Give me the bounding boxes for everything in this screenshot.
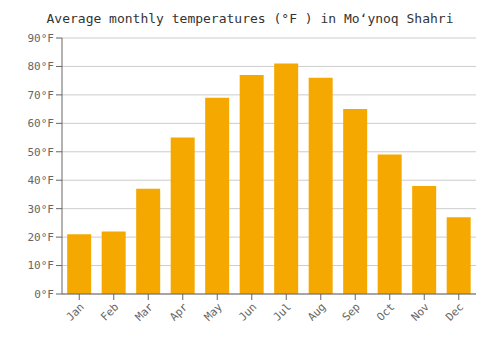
svg-text:40°F: 40°F	[28, 174, 55, 187]
svg-text:Nov: Nov	[409, 300, 433, 324]
svg-text:Apr: Apr	[167, 300, 191, 324]
svg-text:May: May	[202, 300, 226, 324]
svg-text:0°F: 0°F	[34, 288, 54, 301]
svg-text:90°F: 90°F	[28, 32, 55, 45]
svg-text:80°F: 80°F	[28, 60, 55, 73]
svg-text:Jan: Jan	[64, 300, 87, 323]
svg-text:Jun: Jun	[236, 300, 259, 323]
svg-text:10°F: 10°F	[28, 259, 55, 272]
svg-text:Feb: Feb	[98, 300, 121, 323]
svg-text:Sep: Sep	[340, 300, 363, 323]
html-text:Average monthly temperatures (: Average monthly temperatures (°F ) in Mo…	[46, 11, 454, 26]
svg-text:50°F: 50°F	[28, 146, 55, 159]
svg-text:60°F: 60°F	[28, 117, 55, 130]
svg-text:Dec: Dec	[443, 300, 466, 323]
svg-text:Mar: Mar	[133, 300, 157, 324]
svg-text:20°F: 20°F	[28, 231, 55, 244]
svg-text:70°F: 70°F	[28, 89, 55, 102]
svg-text:Jul: Jul	[271, 300, 294, 323]
svg-text:Oct: Oct	[374, 300, 397, 323]
svg-text:30°F: 30°F	[28, 203, 55, 216]
svg-text:Aug: Aug	[305, 300, 328, 323]
